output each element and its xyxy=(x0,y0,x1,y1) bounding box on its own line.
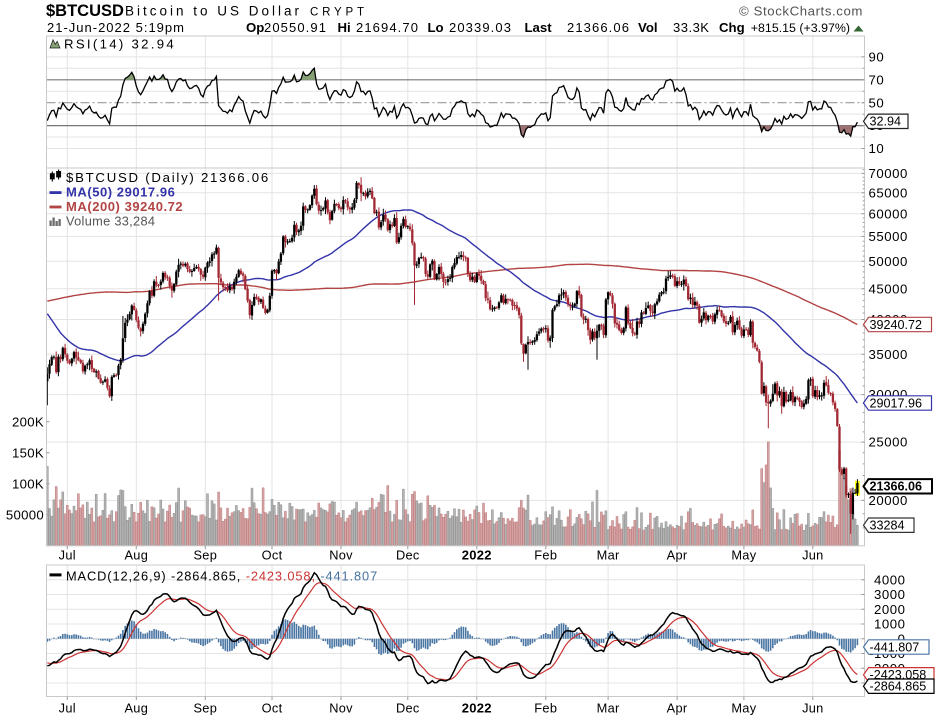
svg-text:55000: 55000 xyxy=(869,229,908,244)
svg-text:CRYPT: CRYPT xyxy=(310,7,368,19)
svg-text:Vol: Vol xyxy=(638,20,658,35)
svg-text:Dec: Dec xyxy=(396,700,420,715)
svg-text:Jun: Jun xyxy=(802,548,824,563)
svg-text:50: 50 xyxy=(869,95,885,110)
svg-text:90: 90 xyxy=(869,50,885,65)
svg-text:May: May xyxy=(731,548,756,563)
svg-text:$BTCUSD: $BTCUSD xyxy=(46,2,124,20)
svg-text:10: 10 xyxy=(869,141,885,156)
svg-text:Sep: Sep xyxy=(193,548,217,563)
svg-text:+815.15 (+3.97%): +815.15 (+3.97%) xyxy=(751,21,850,35)
svg-text:MA(50) 29017.96: MA(50) 29017.96 xyxy=(66,185,175,200)
svg-text:Oct: Oct xyxy=(262,700,283,715)
svg-text:$BTCUSD (Daily) 21366.06: $BTCUSD (Daily) 21366.06 xyxy=(66,170,270,185)
svg-text:33284: 33284 xyxy=(870,518,905,532)
svg-text:4000: 4000 xyxy=(874,572,906,587)
svg-text:Last: Last xyxy=(525,20,553,35)
svg-text:20339.03: 20339.03 xyxy=(449,20,512,35)
svg-text:50000: 50000 xyxy=(869,254,908,269)
svg-text:1000: 1000 xyxy=(874,617,906,632)
svg-text:© StockCharts.com: © StockCharts.com xyxy=(739,4,863,19)
svg-text:Volume 33,284: Volume 33,284 xyxy=(66,213,155,228)
svg-text:70000: 70000 xyxy=(869,166,908,181)
svg-text:Jun: Jun xyxy=(802,700,824,715)
svg-text:50000: 50000 xyxy=(6,507,44,522)
svg-text:29017.96: 29017.96 xyxy=(870,396,923,410)
svg-text:45000: 45000 xyxy=(869,281,908,296)
svg-text:Chg: Chg xyxy=(719,20,745,35)
svg-text:21694.70: 21694.70 xyxy=(356,20,419,35)
svg-text:39240.72: 39240.72 xyxy=(870,318,923,332)
svg-text:Jul: Jul xyxy=(59,700,76,715)
svg-text:32.94: 32.94 xyxy=(870,115,902,129)
svg-text:Mar: Mar xyxy=(597,700,620,715)
svg-text:Sep: Sep xyxy=(193,700,217,715)
svg-text:Apr: Apr xyxy=(667,700,688,715)
svg-text:Aug: Aug xyxy=(124,700,148,715)
svg-text:Oct: Oct xyxy=(262,548,283,563)
svg-text:25000: 25000 xyxy=(869,435,908,450)
svg-text:35000: 35000 xyxy=(869,347,908,362)
svg-text:150K: 150K xyxy=(12,445,44,460)
svg-text:Dec: Dec xyxy=(396,548,420,563)
svg-text:Feb: Feb xyxy=(534,700,557,715)
svg-text:70: 70 xyxy=(869,72,885,87)
svg-text:Jul: Jul xyxy=(59,548,76,563)
svg-text:33.3K: 33.3K xyxy=(673,20,709,35)
svg-text:Nov: Nov xyxy=(329,700,353,715)
svg-text:Op: Op xyxy=(246,20,264,35)
svg-text:-2864.865: -2864.865 xyxy=(870,680,927,694)
svg-text:Nov: Nov xyxy=(329,548,353,563)
svg-text:Hi: Hi xyxy=(338,20,351,35)
svg-text:Feb: Feb xyxy=(534,548,557,563)
svg-text:Mar: Mar xyxy=(597,548,620,563)
svg-text:May: May xyxy=(731,700,756,715)
svg-text:MACD(12,26,9) -2864.865, -2423: MACD(12,26,9) -2864.865, -2423.058, -441… xyxy=(66,568,378,583)
svg-text:RSI(14) 32.94: RSI(14) 32.94 xyxy=(64,37,176,52)
svg-text:21-Jun-2022 5:19pm: 21-Jun-2022 5:19pm xyxy=(47,20,185,35)
svg-text:60000: 60000 xyxy=(869,206,908,221)
svg-text:2022: 2022 xyxy=(462,548,492,563)
svg-text:21366.06: 21366.06 xyxy=(870,480,923,494)
svg-text:3000: 3000 xyxy=(874,587,906,602)
svg-text:Apr: Apr xyxy=(667,548,688,563)
svg-text:200K: 200K xyxy=(12,414,44,429)
svg-text:2000: 2000 xyxy=(874,602,906,617)
svg-text:21366.06: 21366.06 xyxy=(567,20,630,35)
svg-text:20000: 20000 xyxy=(869,493,908,508)
svg-text:Lo: Lo xyxy=(428,20,444,35)
svg-text:20550.91: 20550.91 xyxy=(264,20,327,35)
svg-text:Aug: Aug xyxy=(124,548,148,563)
svg-text:2022: 2022 xyxy=(462,700,492,715)
svg-text:65000: 65000 xyxy=(869,185,908,200)
svg-text:-441.807: -441.807 xyxy=(870,640,920,654)
svg-text:Bitcoin to US Dollar: Bitcoin to US Dollar xyxy=(125,4,302,19)
svg-text:MA(200) 39240.72: MA(200) 39240.72 xyxy=(66,199,183,214)
svg-text:100K: 100K xyxy=(12,476,44,491)
